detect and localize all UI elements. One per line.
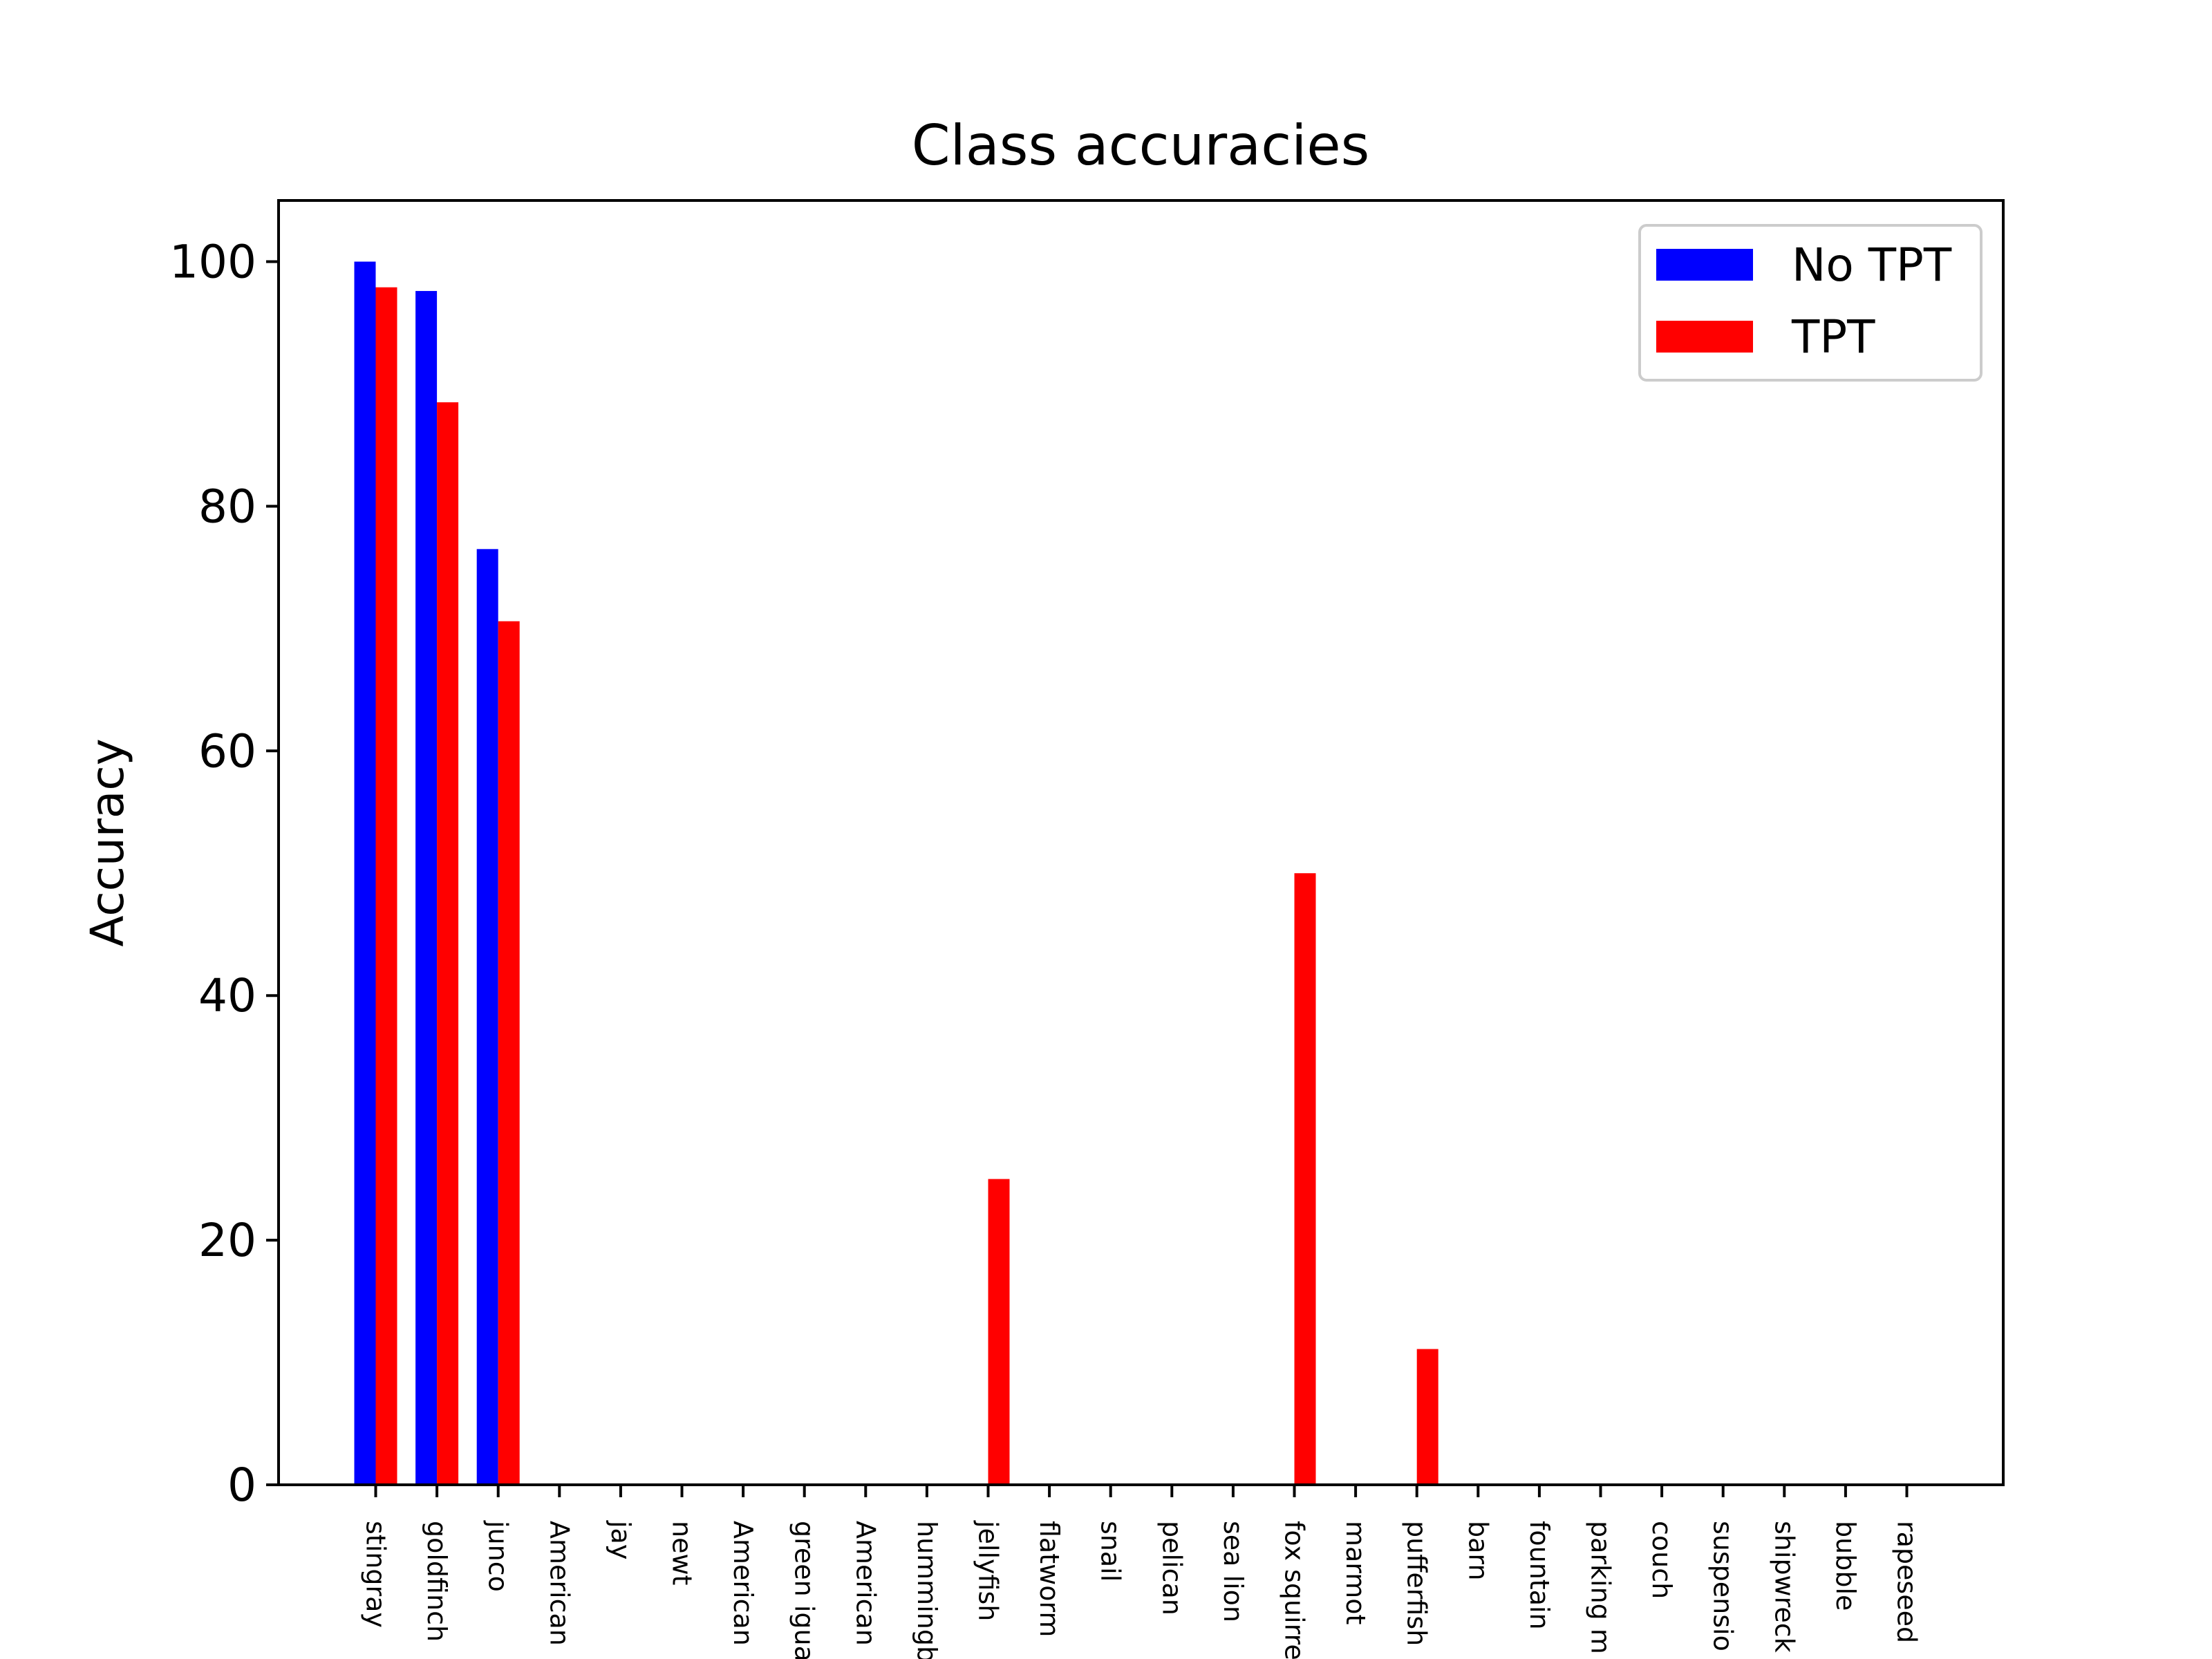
x-tick-label: snail: [1096, 1521, 1126, 1582]
bar-tpt-15: [1294, 873, 1316, 1485]
x-tick-label: flatworm: [1034, 1521, 1065, 1637]
x-axis: stingray goldfinch junco American jay newt Ame…: [361, 1485, 1922, 1659]
bar-no-tpt-2: [476, 549, 498, 1485]
legend-label: TPT: [1791, 310, 1875, 364]
x-tick-label: American: [728, 1521, 758, 1646]
x-tick-label: jay: [606, 1520, 636, 1559]
x-tick-label: couch: [1647, 1521, 1677, 1599]
x-tick-label: parking m: [1586, 1521, 1616, 1654]
x-tick-label: newt: [667, 1521, 697, 1585]
x-tick-label: shipwreck: [1769, 1521, 1799, 1653]
y-tick-label: 40: [198, 969, 256, 1022]
y-tick-label: 0: [227, 1459, 256, 1512]
bar-tpt-0: [375, 287, 397, 1485]
x-tick-label: jellyfish: [973, 1520, 1004, 1621]
legend-swatch: [1656, 249, 1753, 281]
bar-tpt-1: [437, 402, 459, 1485]
x-tick-label: goldfinch: [422, 1521, 452, 1642]
y-tick-label: 60: [198, 724, 256, 778]
x-tick-label: pufferfish: [1402, 1521, 1432, 1646]
x-tick-label: marmot: [1340, 1521, 1371, 1624]
plot-frame: [277, 199, 2005, 1486]
x-tick-label: barn: [1463, 1521, 1493, 1580]
y-tick-label: 80: [198, 480, 256, 533]
legend-label: No TPT: [1792, 238, 1952, 292]
x-tick-label: junco: [483, 1520, 514, 1592]
legend: No TPT TPT: [1638, 224, 1983, 382]
bars-group: [354, 261, 1438, 1485]
x-tick-label: fox squirre: [1280, 1521, 1310, 1659]
chart-title: Class accuracies: [912, 113, 1370, 178]
legend-swatch: [1656, 321, 1753, 353]
x-tick-label: pelican: [1156, 1521, 1187, 1615]
x-tick-label: bubble: [1830, 1521, 1861, 1611]
y-axis: 0 20 40 60 80 100: [169, 235, 279, 1512]
x-tick-label: hummingb: [912, 1521, 942, 1659]
bar-tpt-2: [498, 621, 520, 1485]
y-tick-label: 20: [198, 1214, 256, 1267]
bar-tpt-17: [1416, 1349, 1438, 1485]
x-tick-label: American: [850, 1521, 881, 1646]
x-tick-label: fountain: [1524, 1521, 1555, 1630]
y-axis-label: Accuracy: [81, 738, 134, 946]
x-tick-label: American: [544, 1521, 574, 1646]
bar-no-tpt-0: [354, 261, 376, 1485]
x-tick-label: green igua: [789, 1521, 820, 1659]
bar-tpt-10: [988, 1179, 1010, 1485]
x-tick-label: rapeseed: [1892, 1521, 1922, 1643]
x-tick-label: sea lion: [1218, 1521, 1248, 1622]
bar-no-tpt-1: [415, 290, 438, 1485]
x-tick-label: stingray: [361, 1521, 391, 1628]
y-tick-label: 100: [169, 235, 256, 288]
x-tick-label: suspensio: [1708, 1521, 1738, 1651]
